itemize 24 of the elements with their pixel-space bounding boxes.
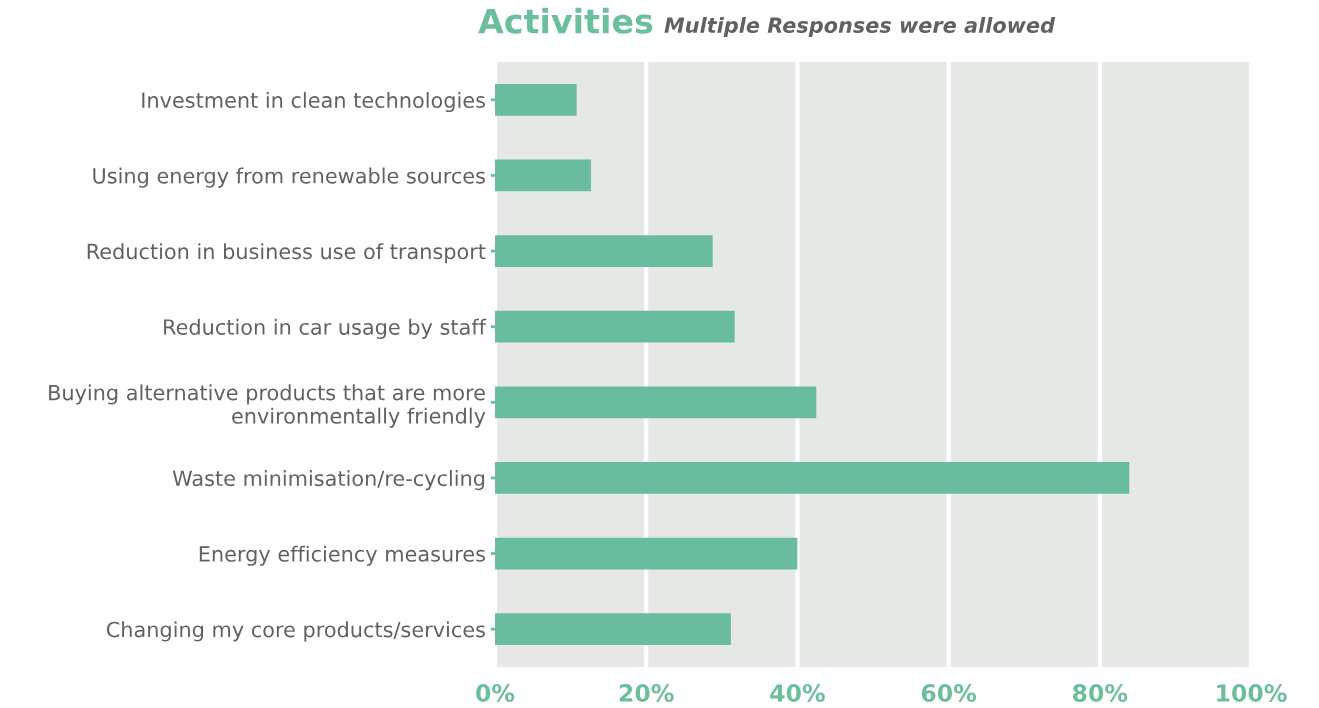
x-tick-label: 100% (1217, 684, 1287, 702)
x-tick-label: 0% (476, 684, 515, 702)
y-tick-label: Buying alternative products that are more environmentally friendly (49, 384, 486, 428)
x-tick-label: 80% (1072, 684, 1128, 702)
y-tick-label: Energy efficiency measures (199, 545, 485, 566)
x-tick-label: 20% (619, 684, 674, 702)
y-tick-label: Waste minimisation/re-cycling (172, 470, 485, 491)
y-tick-label: Changing my core products/services (106, 621, 485, 642)
x-tick-label: 40% (770, 684, 825, 702)
y-tick-label: Using energy from renewable sources (93, 167, 485, 188)
y-tick-label: Reduction in business use of transport (87, 243, 486, 264)
bar (495, 159, 592, 192)
y-tick-label: Reduction in car usage by staff (164, 318, 487, 339)
bar (495, 83, 577, 116)
x-tick-label: 60% (921, 684, 977, 702)
y-tick-label: Investment in clean technologies (142, 91, 485, 113)
chart-subtitle: Multiple Responses were allowed (664, 16, 1056, 38)
chart-title: Activities (478, 7, 653, 34)
bar (495, 537, 798, 570)
bar (495, 310, 735, 343)
bar (495, 613, 731, 646)
bar (495, 235, 713, 267)
bar (495, 386, 817, 419)
bar (495, 462, 1130, 494)
